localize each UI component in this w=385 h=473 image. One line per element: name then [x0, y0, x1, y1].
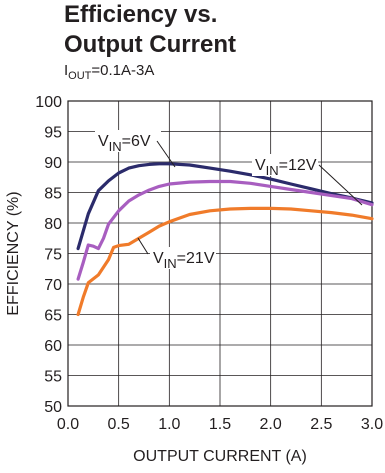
y-tick-label: 70: [44, 277, 62, 294]
x-axis-label: OUTPUT CURRENT (A): [133, 448, 307, 465]
x-tick-label: 1.0: [158, 416, 180, 433]
series-line-2: [76, 206, 374, 317]
series-label-1: VIN=12V: [255, 157, 317, 178]
y-axis-label: EFFICIENCY (%): [5, 191, 22, 315]
y-tick-label: 100: [35, 94, 62, 111]
x-tick-label: 3.0: [361, 416, 383, 433]
chart-subtitle: IOUT=0.1A-3A: [64, 62, 154, 82]
subtitle-main: I: [64, 62, 69, 79]
y-tick-label: 75: [44, 247, 62, 264]
y-tick-label: 85: [44, 186, 62, 203]
series-label-bg-2: [150, 247, 216, 269]
plot-frame: [67, 100, 373, 407]
series-label-2: VIN=21V: [153, 250, 215, 271]
series-leader-2: [137, 237, 149, 255]
chart-title: Efficiency vs. Output Current: [64, 0, 236, 60]
subtitle-rest: =0.1A-3A: [91, 62, 155, 79]
series-label-bg-1: [252, 154, 318, 176]
series-line-0: [76, 162, 374, 251]
y-tick-label: 95: [44, 125, 62, 142]
series-line-1: [76, 179, 374, 281]
chart-title-line2: Output Current: [64, 31, 236, 58]
chart-title-line1: Efficiency vs.: [64, 1, 218, 28]
x-tick-label: 2.0: [260, 416, 282, 433]
y-tick-label: 65: [44, 308, 62, 325]
y-tick-label: 80: [44, 216, 62, 233]
y-tick-label: 50: [44, 399, 62, 416]
x-tick-label: 1.5: [209, 416, 231, 433]
series-leader-1: [318, 164, 363, 206]
x-tick-label: 0.5: [108, 416, 130, 433]
x-tick-label: 2.5: [310, 416, 332, 433]
series-label-bg-0: [95, 130, 161, 152]
series-label-0: VIN=6V: [98, 133, 151, 154]
y-tick-label: 55: [44, 369, 62, 386]
y-tick-label: 60: [44, 338, 62, 355]
series-leader-0: [156, 140, 176, 168]
y-tick-label: 90: [44, 155, 62, 172]
subtitle-sub: OUT: [68, 70, 92, 82]
x-tick-label: 0.0: [57, 416, 79, 433]
